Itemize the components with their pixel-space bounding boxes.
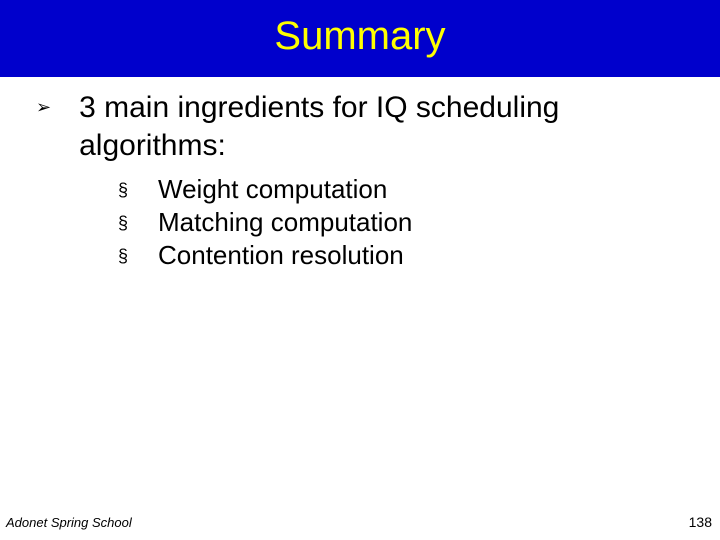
list-item: § Weight computation xyxy=(118,174,690,205)
footer-page-number: 138 xyxy=(689,514,712,530)
title-bar: Summary xyxy=(0,0,720,77)
footer-source: Adonet Spring School xyxy=(6,515,132,530)
main-point: ➢ 3 main ingredients for IQ scheduling a… xyxy=(30,89,690,164)
section-bullet-icon: § xyxy=(118,246,128,267)
content-area: ➢ 3 main ingredients for IQ scheduling a… xyxy=(0,77,720,271)
sub-item-text: Contention resolution xyxy=(158,240,404,271)
sub-item-text: Matching computation xyxy=(158,207,412,238)
section-bullet-icon: § xyxy=(118,180,128,201)
list-item: § Matching computation xyxy=(118,207,690,238)
arrow-bullet-icon: ➢ xyxy=(36,97,51,118)
slide-title: Summary xyxy=(274,14,445,58)
sub-item-text: Weight computation xyxy=(158,174,387,205)
list-item: § Contention resolution xyxy=(118,240,690,271)
sub-list: § Weight computation § Matching computat… xyxy=(118,174,690,271)
section-bullet-icon: § xyxy=(118,213,128,234)
main-point-text: 3 main ingredients for IQ scheduling alg… xyxy=(79,89,690,164)
